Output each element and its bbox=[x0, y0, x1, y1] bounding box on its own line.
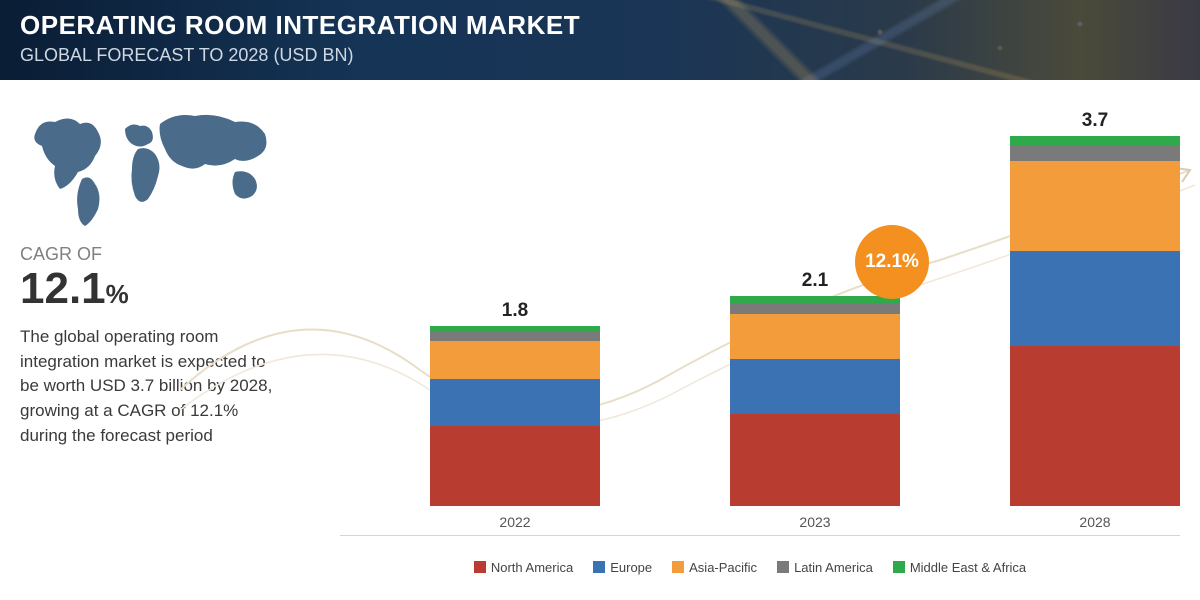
legend-label: Middle East & Africa bbox=[910, 560, 1026, 575]
year-label: 2022 bbox=[430, 514, 600, 530]
legend-item: Latin America bbox=[777, 560, 873, 575]
legend-item: North America bbox=[474, 560, 573, 575]
cagr-badge: 12.1% bbox=[855, 225, 929, 299]
chart-panel: 1.8 2022 2.1 2023 3.7 2028 12.1% North Americ… bbox=[300, 80, 1200, 580]
legend-swatch-icon bbox=[474, 561, 486, 573]
legend-swatch-icon bbox=[893, 561, 905, 573]
bar-segment bbox=[430, 341, 600, 379]
description-text: The global operating room integration ma… bbox=[20, 325, 280, 448]
bar-group: 2.1 bbox=[730, 270, 900, 506]
bar-group: 3.7 bbox=[1010, 110, 1180, 506]
page-title: OPERATING ROOM INTEGRATION MARKET bbox=[20, 10, 1180, 41]
legend-label: Latin America bbox=[794, 560, 873, 575]
world-map-icon bbox=[20, 94, 280, 234]
cagr-percent-sign: % bbox=[106, 279, 129, 309]
chart-baseline bbox=[340, 535, 1180, 536]
bar-segment bbox=[730, 303, 900, 314]
cagr-label: CAGR OF bbox=[20, 244, 280, 265]
legend-swatch-icon bbox=[672, 561, 684, 573]
bar-segment bbox=[730, 359, 900, 414]
bar-segment bbox=[730, 414, 900, 506]
bar-segment bbox=[730, 296, 900, 303]
bar-segment bbox=[430, 379, 600, 426]
page-subtitle: GLOBAL FORECAST TO 2028 (USD BN) bbox=[20, 45, 1180, 66]
legend-label: North America bbox=[491, 560, 573, 575]
chart-area: 1.8 2022 2.1 2023 3.7 2028 bbox=[340, 100, 1180, 530]
cagr-value: 12.1% bbox=[20, 267, 280, 311]
bar-total-label: 3.7 bbox=[1010, 110, 1180, 132]
legend-label: Europe bbox=[610, 560, 652, 575]
chart-legend: North America Europe Asia-Pacific Latin Ame… bbox=[300, 560, 1200, 577]
bar-segment bbox=[730, 314, 900, 359]
bar-group: 1.8 bbox=[430, 300, 600, 506]
bar-total-label: 1.8 bbox=[430, 300, 600, 322]
cagr-badge-text: 12.1% bbox=[865, 251, 919, 273]
legend-item: Europe bbox=[593, 560, 652, 575]
cagr-number: 12.1 bbox=[20, 264, 106, 313]
bar-segment bbox=[1010, 146, 1180, 161]
bar-segment bbox=[1010, 136, 1180, 146]
bar-stack bbox=[730, 296, 900, 506]
legend-item: Asia-Pacific bbox=[672, 560, 757, 575]
content-row: CAGR OF 12.1% The global operating room … bbox=[0, 80, 1200, 580]
year-label: 2028 bbox=[1010, 514, 1180, 530]
bar-segment bbox=[430, 426, 600, 506]
legend-label: Asia-Pacific bbox=[689, 560, 757, 575]
bar-segment bbox=[430, 332, 600, 341]
bar-segment bbox=[1010, 346, 1180, 506]
legend-swatch-icon bbox=[593, 561, 605, 573]
bar-stack bbox=[1010, 136, 1180, 506]
left-panel: CAGR OF 12.1% The global operating room … bbox=[0, 80, 300, 580]
header-banner: OPERATING ROOM INTEGRATION MARKET GLOBAL… bbox=[0, 0, 1200, 80]
bar-segment bbox=[1010, 161, 1180, 251]
legend-item: Middle East & Africa bbox=[893, 560, 1026, 575]
legend-swatch-icon bbox=[777, 561, 789, 573]
bar-segment bbox=[1010, 251, 1180, 346]
bar-stack bbox=[430, 326, 600, 506]
year-label: 2023 bbox=[730, 514, 900, 530]
